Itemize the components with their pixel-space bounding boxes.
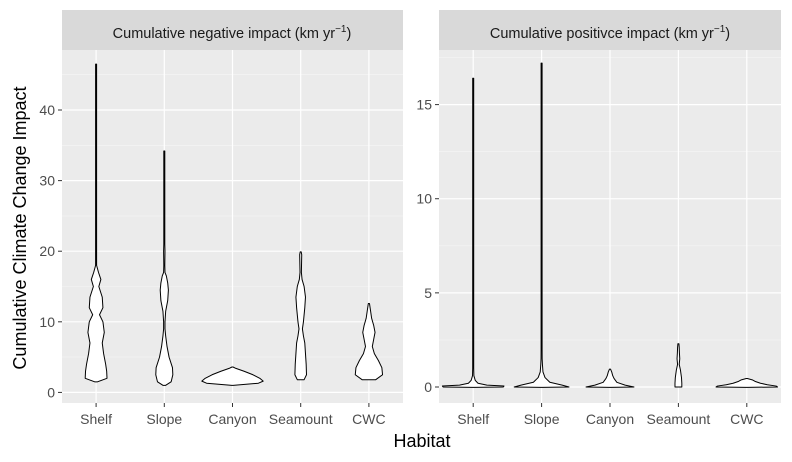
x-tick-label: Seamount bbox=[269, 411, 333, 427]
facet-negative: Cumulative negative impact (km yr−1) 0 10… bbox=[39, 10, 403, 427]
x-tick-label: Slope bbox=[524, 411, 560, 427]
facet-positive: Cumulative positivce impact (km yr−1) 0 5… bbox=[416, 10, 781, 427]
strip-title-positive-close: ) bbox=[725, 26, 730, 42]
y-tick-label: 10 bbox=[39, 314, 55, 330]
strip-title-negative-main: Cumulative negative impact (km yr bbox=[113, 26, 336, 42]
strip-title-positive-sup: −1 bbox=[714, 24, 726, 35]
violin-cwc bbox=[354, 302, 384, 381]
y-axis-ticks-negative: 0 10 20 30 40 bbox=[39, 102, 62, 400]
y-tick-label: 0 bbox=[424, 379, 432, 395]
y-tick-label: 30 bbox=[39, 173, 55, 189]
violin-slope bbox=[513, 62, 570, 388]
strip-title-positive-main: Cumulative positivce impact (km yr bbox=[490, 26, 714, 42]
violin-slope bbox=[155, 150, 174, 386]
x-tick-label: Seamount bbox=[646, 411, 710, 427]
x-tick-label: CWC bbox=[730, 411, 763, 427]
violin-canyon bbox=[201, 366, 264, 386]
violin-seamount bbox=[294, 251, 307, 381]
strip-title-negative-sup: −1 bbox=[335, 24, 347, 35]
y-tick-label: 5 bbox=[424, 285, 432, 301]
violin-shelf bbox=[441, 77, 505, 388]
y-tick-label: 0 bbox=[47, 384, 55, 400]
x-axis-ticks-positive: Shelf Slope Canyon Seamount CWC bbox=[457, 403, 764, 427]
violins-positive bbox=[441, 62, 779, 388]
strip-title-positive: Cumulative positivce impact (km yr−1) bbox=[490, 24, 730, 42]
x-tick-label: CWC bbox=[352, 411, 385, 427]
violin-seamount bbox=[674, 343, 683, 388]
y-tick-label: 15 bbox=[416, 97, 432, 113]
y-tick-label: 40 bbox=[39, 102, 55, 118]
x-tick-label: Shelf bbox=[80, 411, 112, 427]
x-tick-label: Shelf bbox=[457, 411, 489, 427]
violin-cwc bbox=[715, 378, 779, 388]
x-tick-label: Canyon bbox=[208, 411, 256, 427]
x-tick-label: Canyon bbox=[586, 411, 634, 427]
violin-shelf bbox=[84, 63, 108, 383]
y-tick-label: 10 bbox=[416, 191, 432, 207]
y-tick-label: 20 bbox=[39, 243, 55, 259]
x-axis-title: Habitat bbox=[393, 431, 450, 451]
strip-title-negative: Cumulative negative impact (km yr−1) bbox=[113, 24, 352, 42]
y-axis-ticks-positive: 0 5 10 15 bbox=[416, 97, 439, 395]
strip-background-negative bbox=[62, 10, 403, 50]
strip-title-negative-close: ) bbox=[346, 26, 351, 42]
violins-negative bbox=[84, 63, 384, 386]
violin-canyon bbox=[585, 368, 635, 388]
y-axis-title: Cumulative Climate Change Impact bbox=[10, 86, 30, 369]
x-tick-label: Slope bbox=[146, 411, 182, 427]
strip-background-positive bbox=[439, 10, 781, 50]
x-axis-ticks-negative: Shelf Slope Canyon Seamount CWC bbox=[80, 403, 386, 427]
